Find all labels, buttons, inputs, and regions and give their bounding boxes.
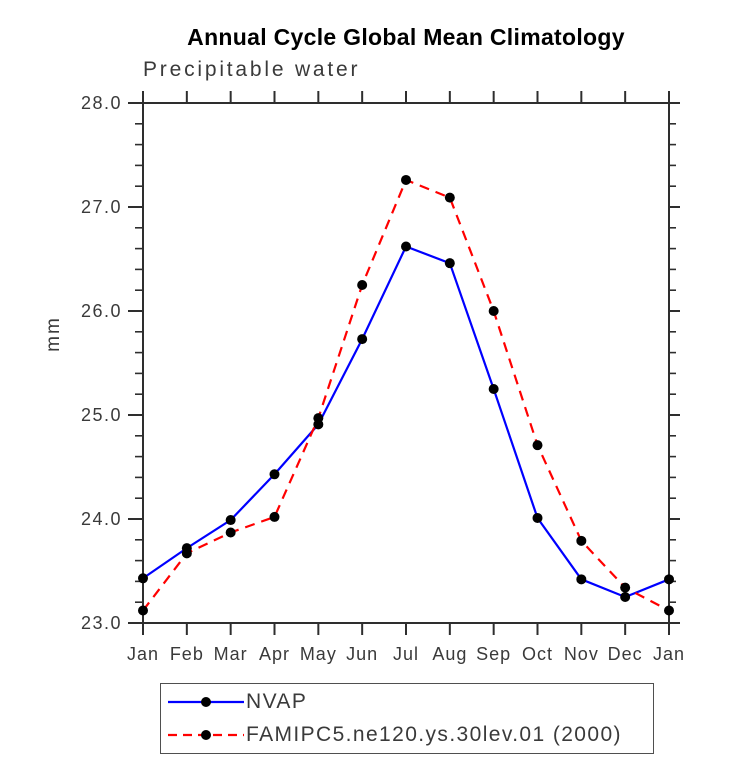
series-marker-0 [225,515,236,526]
series-marker-1 [225,527,236,538]
y-tick-label: 24.0 [81,509,122,529]
series-line-0 [142,245,670,599]
series-marker-1 [620,582,631,593]
legend-label: FAMIPC5.ne120.ys.30lev.01 (2000) [246,723,622,746]
chart-subtitle: Precipitable water [143,58,361,81]
x-tick-label: Aug [432,644,467,664]
x-tick-label: Sep [476,644,511,664]
legend-item-0: NVAP [166,686,653,719]
series-marker-1 [313,413,324,424]
legend-label: NVAP [246,690,308,713]
circle-marker-icon [201,697,211,707]
x-tick-label: Oct [522,644,553,664]
series-marker-0 [401,241,411,252]
x-tick-label: Feb [170,644,204,664]
x-tick-label: Nov [564,644,599,664]
x-tick-label: Mar [214,644,248,664]
series-marker-0 [488,384,499,394]
series-marker-1 [488,306,499,316]
x-tick-label: Dec [608,644,643,664]
y-tick-label: 27.0 [81,197,122,217]
series-marker-0 [576,574,587,585]
series-marker-1 [138,605,148,616]
x-tick-label: Jul [393,644,419,664]
x-tick-label: Jan [653,644,685,664]
y-tick-label: 26.0 [81,301,122,321]
series-marker-1 [181,548,192,559]
series-marker-0 [532,512,543,523]
y-tick-label: 23.0 [81,613,122,633]
legend-line-sample [168,697,244,707]
chart-title: Annual Cycle Global Mean Climatology [187,24,625,50]
series-marker-1 [576,535,587,546]
circle-marker-icon [201,730,211,740]
series-marker-0 [620,592,631,602]
series-marker-1 [532,440,543,451]
series-marker-0 [269,469,280,480]
y-tick-label: 28.0 [81,93,122,113]
series-marker-1 [357,280,368,290]
series-marker-0 [444,258,455,269]
x-tick-label: Jan [127,644,159,664]
x-tick-label: May [300,644,337,664]
series-marker-1 [401,174,411,185]
y-tick-label: 25.0 [81,405,122,425]
series-marker-0 [138,573,148,584]
legend-item-1: FAMIPC5.ne120.ys.30lev.01 (2000) [166,719,653,752]
legend-box: NVAP FAMIPC5.ne120.ys.30lev.01 (2000) [160,683,654,754]
x-tick-label: Jun [346,644,378,664]
series-marker-1 [269,511,280,522]
series-marker-1 [444,192,455,203]
legend-line-sample [168,730,244,740]
series-marker-0 [664,574,674,585]
series-marker-1 [664,605,674,616]
series-marker-0 [357,334,368,345]
x-tick-label: Apr [259,644,290,664]
